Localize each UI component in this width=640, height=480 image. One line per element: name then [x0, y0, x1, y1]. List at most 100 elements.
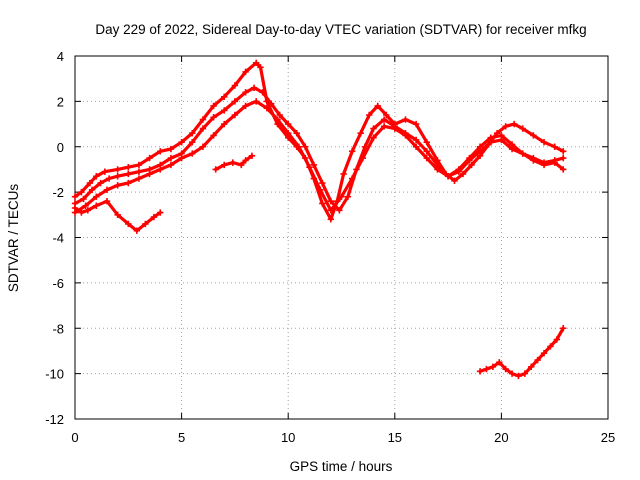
data-point	[412, 136, 420, 144]
data-point	[434, 166, 441, 173]
data-point	[125, 179, 132, 187]
data-point	[487, 134, 494, 141]
y-tick-label: -12	[45, 412, 64, 427]
x-tick-labels: 0 5 10 15 20 25	[71, 430, 615, 445]
x-axis-label: GPS time / hours	[290, 459, 393, 474]
data-point	[540, 350, 548, 357]
y-tick-labels: 4 2 0 -2 -4 -6 -8 -10 -12	[45, 49, 64, 427]
data-point	[534, 356, 541, 364]
data-point	[560, 166, 567, 173]
data-point	[359, 154, 367, 162]
data-point	[344, 193, 352, 200]
x-tick-label: 10	[281, 430, 295, 445]
data-point	[466, 154, 473, 162]
data-point	[248, 152, 256, 160]
data-point	[114, 182, 121, 189]
data-point	[178, 154, 185, 162]
y-tick-label: -6	[52, 276, 64, 291]
x-tick-label: 5	[178, 430, 185, 445]
data-point	[502, 123, 509, 130]
data-point	[357, 129, 364, 137]
chart-title: Day 229 of 2022, Sidereal Day-to-day VTE…	[95, 22, 586, 37]
y-tick-label: 2	[57, 94, 64, 109]
data-point	[285, 120, 292, 128]
data-point	[366, 111, 373, 119]
data-point	[189, 129, 196, 137]
data-point	[560, 154, 567, 162]
data-point	[133, 227, 141, 234]
data-point	[348, 175, 356, 182]
data-point	[348, 148, 356, 155]
data-point	[510, 120, 518, 128]
plot-frame	[74, 55, 609, 420]
data-point	[551, 159, 558, 166]
data-point	[71, 193, 79, 200]
data-point	[508, 141, 516, 148]
data-point	[135, 168, 143, 175]
data-point	[476, 143, 484, 150]
data-point	[242, 157, 249, 164]
data-point	[221, 93, 228, 101]
data-point	[267, 100, 275, 107]
data-point	[327, 207, 335, 214]
data-point	[103, 186, 111, 194]
data-point	[84, 207, 91, 214]
data-point	[229, 159, 236, 166]
data-point	[157, 166, 164, 173]
data-point	[221, 161, 228, 169]
data-point	[125, 220, 132, 228]
data-point	[336, 207, 343, 214]
series-track-b	[73, 61, 565, 221]
data-point	[125, 170, 132, 178]
data-point	[276, 111, 283, 119]
data-point	[78, 188, 85, 196]
data-point	[519, 125, 526, 132]
data-point	[547, 343, 554, 350]
data-point	[125, 163, 132, 171]
data-point	[189, 139, 196, 146]
data-point	[327, 198, 335, 205]
data-point	[253, 98, 260, 105]
data-point	[560, 325, 567, 332]
data-point	[93, 202, 100, 209]
data-point	[231, 98, 239, 105]
data-point	[391, 125, 398, 132]
data-point	[370, 134, 377, 141]
series-layer	[71, 59, 567, 380]
data-point	[498, 132, 505, 139]
data-point	[530, 132, 537, 139]
data-point	[199, 116, 207, 123]
data-point	[423, 154, 430, 162]
data-point	[167, 145, 175, 153]
data-point	[114, 211, 121, 219]
data-point	[370, 125, 377, 132]
data-point	[380, 116, 388, 123]
data-point	[199, 125, 207, 132]
data-point	[242, 102, 249, 110]
data-point	[71, 200, 79, 207]
data-point	[496, 359, 503, 366]
data-point	[105, 175, 113, 182]
data-point	[476, 368, 484, 375]
data-point	[338, 193, 345, 200]
data-point	[93, 193, 100, 200]
x-tick-label: 25	[601, 430, 615, 445]
data-point	[540, 139, 548, 146]
data-point	[423, 148, 430, 155]
data-point	[93, 173, 100, 180]
data-point	[259, 89, 266, 96]
data-point	[560, 148, 567, 155]
data-point	[157, 209, 164, 216]
data-point	[459, 170, 467, 178]
data-point	[250, 84, 258, 91]
data-point	[78, 209, 85, 216]
data-point	[316, 186, 324, 194]
data-point	[210, 114, 217, 121]
data-point	[451, 177, 458, 184]
data-point	[327, 216, 335, 223]
data-point	[253, 59, 260, 67]
data-point	[483, 365, 490, 373]
data-point	[468, 161, 475, 169]
data-point	[114, 166, 121, 173]
